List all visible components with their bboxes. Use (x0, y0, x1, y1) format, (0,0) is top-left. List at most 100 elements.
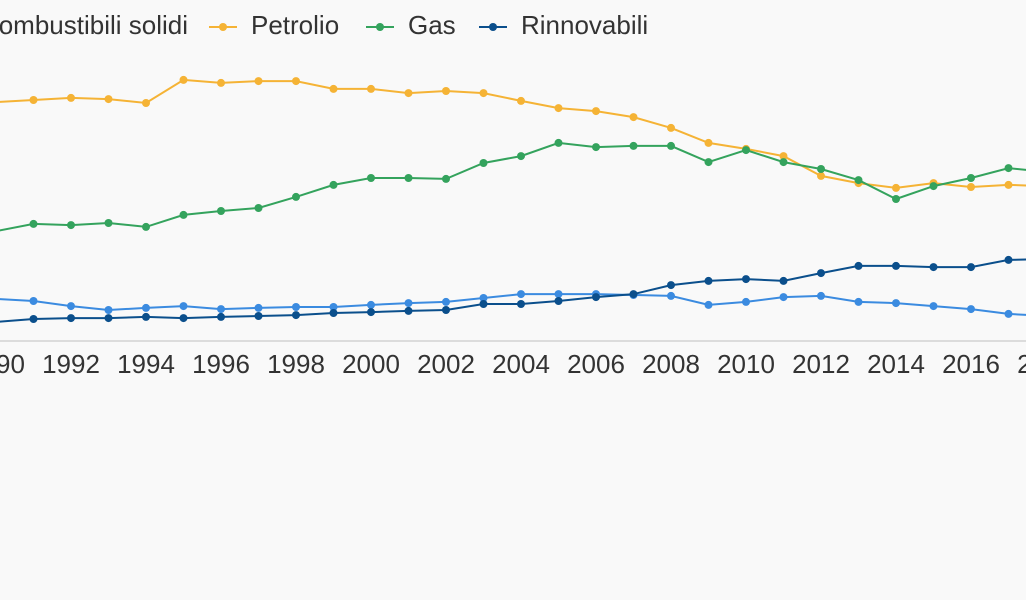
data-point (1004, 180, 1013, 189)
x-tick-label: 2018 (1017, 349, 1026, 379)
data-point (704, 300, 713, 309)
data-point (704, 276, 713, 285)
data-point (179, 210, 188, 219)
data-point (892, 261, 900, 270)
data-point (479, 300, 488, 308)
legend-label: Combustibili solidi (0, 10, 188, 40)
x-tick-label: 2010 (717, 349, 775, 379)
data-point (292, 303, 300, 311)
data-point (742, 275, 750, 284)
data-point (29, 297, 38, 305)
data-point (967, 174, 975, 182)
series-line (0, 258, 1026, 323)
data-point (592, 107, 600, 116)
x-tick-label: 1998 (267, 349, 325, 379)
data-point (517, 290, 525, 299)
series-line (0, 293, 1026, 316)
data-point (367, 308, 375, 317)
x-tick-label: 2008 (642, 349, 700, 379)
legend-label: Rinnovabili (521, 10, 648, 40)
data-point (254, 204, 263, 212)
data-point (929, 302, 938, 311)
data-point (742, 146, 750, 155)
data-point (254, 312, 263, 320)
data-point (929, 263, 938, 272)
data-point (629, 141, 638, 150)
data-point (142, 99, 150, 107)
x-tick-label: 2012 (792, 349, 850, 379)
data-point (367, 174, 375, 182)
data-point (442, 87, 450, 95)
data-point (779, 158, 788, 167)
data-point (1004, 309, 1013, 318)
data-point (29, 315, 38, 323)
legend-marker-dot (489, 23, 497, 31)
x-tick-label: 1994 (117, 349, 175, 379)
data-point (67, 221, 75, 230)
data-point (854, 297, 863, 306)
x-tick-label: 2004 (492, 349, 550, 379)
x-tick-label: 2000 (342, 349, 400, 379)
data-point (517, 300, 525, 308)
data-point (67, 314, 75, 323)
data-point (292, 192, 300, 201)
data-point (479, 294, 488, 302)
data-point (967, 263, 975, 272)
data-point (254, 77, 263, 86)
data-point (104, 95, 113, 104)
data-point (667, 141, 675, 150)
data-point (67, 302, 75, 311)
data-point (554, 290, 563, 299)
x-tick-label: 1990 (0, 349, 25, 379)
data-point (854, 176, 863, 185)
data-point (1004, 255, 1013, 264)
legend-label: Gas (408, 10, 456, 40)
legend-label: Petrolio (251, 10, 339, 40)
data-point (292, 311, 300, 320)
data-point (29, 96, 38, 104)
data-point (404, 89, 413, 98)
data-point (854, 261, 863, 270)
x-tick-label: 2002 (417, 349, 475, 379)
data-point (104, 219, 113, 227)
data-point (367, 300, 375, 309)
data-point (704, 158, 713, 167)
data-point (104, 314, 113, 323)
data-point (517, 152, 525, 161)
data-point (629, 290, 638, 299)
data-point (817, 269, 825, 278)
data-point (817, 171, 825, 180)
data-point (554, 104, 563, 113)
x-tick-label: 1996 (192, 349, 250, 379)
x-tick-label: 2014 (867, 349, 925, 379)
data-point (179, 314, 188, 323)
data-point (742, 297, 750, 306)
data-point (967, 183, 975, 191)
data-point (929, 182, 938, 191)
data-point (29, 219, 38, 228)
data-point (329, 84, 338, 93)
data-point (179, 75, 188, 84)
data-point (817, 165, 825, 173)
data-point (179, 302, 188, 311)
data-point (442, 306, 450, 314)
data-point (779, 152, 788, 161)
legend-marker-dot (376, 23, 384, 31)
data-point (217, 207, 225, 215)
data-point (254, 303, 263, 312)
data-point (479, 89, 488, 98)
data-point (404, 299, 413, 308)
series-line (0, 78, 1026, 189)
data-point (104, 306, 113, 314)
data-point (479, 159, 488, 167)
data-point (892, 195, 900, 203)
data-point (667, 123, 675, 132)
data-point (292, 77, 300, 86)
data-point (892, 183, 900, 192)
data-point (217, 78, 225, 87)
data-point (329, 180, 338, 189)
data-point (142, 303, 150, 312)
data-point (329, 303, 338, 311)
